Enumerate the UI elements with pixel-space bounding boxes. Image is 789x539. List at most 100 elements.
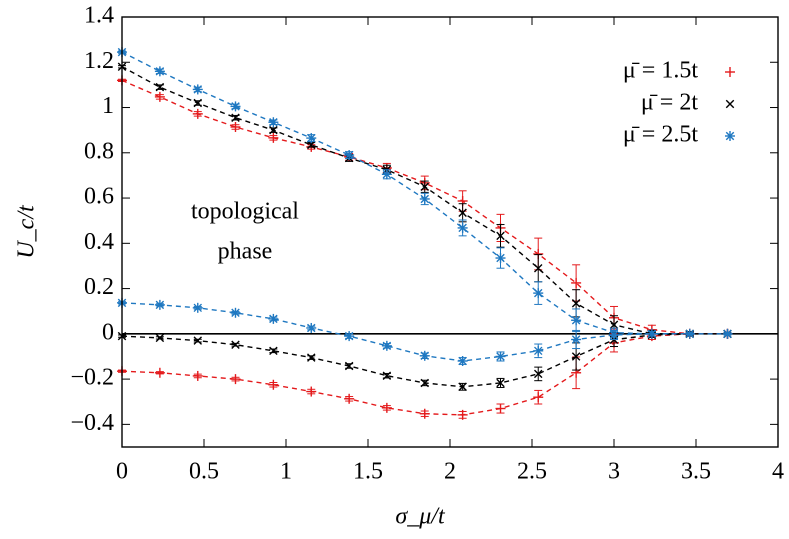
point: [609, 329, 619, 340]
point: [192, 302, 203, 313]
legend-label: μ̄ = 1.5t: [623, 58, 698, 84]
point: [306, 133, 317, 144]
point: [533, 345, 544, 356]
y-tick-label: 0.2: [84, 274, 114, 300]
point: [268, 117, 279, 128]
point: [231, 113, 240, 122]
marker-stroke: [571, 316, 581, 325]
y-tick-label: 1.4: [84, 3, 114, 29]
marker-stroke: [269, 117, 278, 127]
plot-frame: [121, 16, 779, 448]
marker-stroke: [723, 329, 732, 339]
point: [458, 382, 467, 392]
point: [268, 132, 279, 143]
marker-stroke: [609, 330, 619, 340]
marker-stroke: [496, 253, 505, 263]
marker-stroke: [496, 378, 505, 388]
point: [268, 313, 279, 324]
marker-stroke: [231, 308, 240, 318]
annotation: phase: [218, 239, 273, 265]
marker-stroke: [231, 102, 240, 111]
point: [495, 253, 506, 264]
y-tick-label: 1.2: [84, 48, 114, 74]
marker-stroke: [382, 371, 392, 380]
x-tick-label: 2.5: [517, 459, 547, 485]
marker-stroke: [496, 231, 505, 241]
point: [646, 328, 657, 339]
point: [230, 101, 241, 112]
point: [571, 299, 581, 308]
point: [457, 356, 468, 366]
marker-stroke: [533, 288, 543, 298]
point: [154, 91, 165, 102]
marker-stroke: [725, 99, 735, 109]
point: [457, 222, 468, 233]
marker-stroke: [269, 125, 278, 135]
x-tick-label: 3: [608, 459, 620, 485]
point: [192, 370, 203, 381]
point: [192, 84, 203, 95]
y-tick-label: −0.2: [70, 365, 114, 391]
marker-stroke: [193, 336, 203, 345]
marker-stroke: [571, 352, 581, 361]
x-tick-label: 0.5: [189, 459, 219, 485]
point: [269, 125, 278, 135]
point: [382, 371, 392, 380]
legend-marker: [725, 67, 735, 77]
marker-stroke: [420, 351, 429, 361]
annotation: topological: [191, 199, 299, 225]
point: [457, 409, 468, 420]
point: [154, 299, 165, 310]
marker-stroke: [647, 329, 657, 339]
point: [381, 169, 392, 180]
point: [306, 386, 317, 397]
marker-stroke: [382, 170, 392, 179]
marker-stroke: [458, 208, 467, 218]
point: [419, 193, 430, 204]
point: [496, 231, 505, 241]
marker-stroke: [155, 67, 165, 76]
point: [495, 403, 506, 414]
marker-stroke: [307, 323, 316, 333]
marker-stroke: [269, 346, 278, 356]
point: [495, 351, 506, 362]
legend-label: μ̄ = 2t: [641, 90, 698, 116]
point: [381, 402, 392, 413]
marker-stroke: [725, 131, 735, 141]
marker-stroke: [533, 263, 543, 273]
marker-stroke: [420, 378, 429, 388]
point: [571, 352, 581, 361]
marker-stroke: [344, 331, 354, 341]
y-tick-label: 0.8: [84, 138, 114, 164]
point: [571, 334, 582, 345]
marker-stroke: [533, 369, 543, 379]
point: [533, 263, 543, 273]
y-tick-label: 0.4: [84, 229, 114, 255]
point: [684, 328, 695, 339]
point: [230, 374, 241, 385]
marker-stroke: [155, 300, 165, 310]
marker-stroke: [231, 340, 240, 349]
point: [154, 367, 165, 378]
marker-stroke: [571, 335, 581, 344]
point: [269, 346, 278, 356]
marker-stroke: [496, 352, 505, 361]
point: [307, 140, 316, 150]
marker-stroke: [193, 85, 203, 94]
x-tick-label: 4: [772, 459, 784, 485]
marker-stroke: [231, 113, 240, 122]
point: [419, 350, 430, 361]
point: [533, 369, 543, 379]
point: [571, 315, 582, 326]
point: [193, 98, 203, 108]
point: [419, 408, 430, 419]
y-tick-label: −0.4: [70, 410, 114, 436]
series-line: [121, 333, 728, 416]
x-tick-label: 1: [280, 459, 292, 485]
y-tick-label: 1: [102, 93, 114, 119]
marker-stroke: [344, 361, 354, 371]
marker-stroke: [344, 150, 354, 160]
point: [344, 150, 355, 161]
marker-stroke: [193, 98, 203, 108]
